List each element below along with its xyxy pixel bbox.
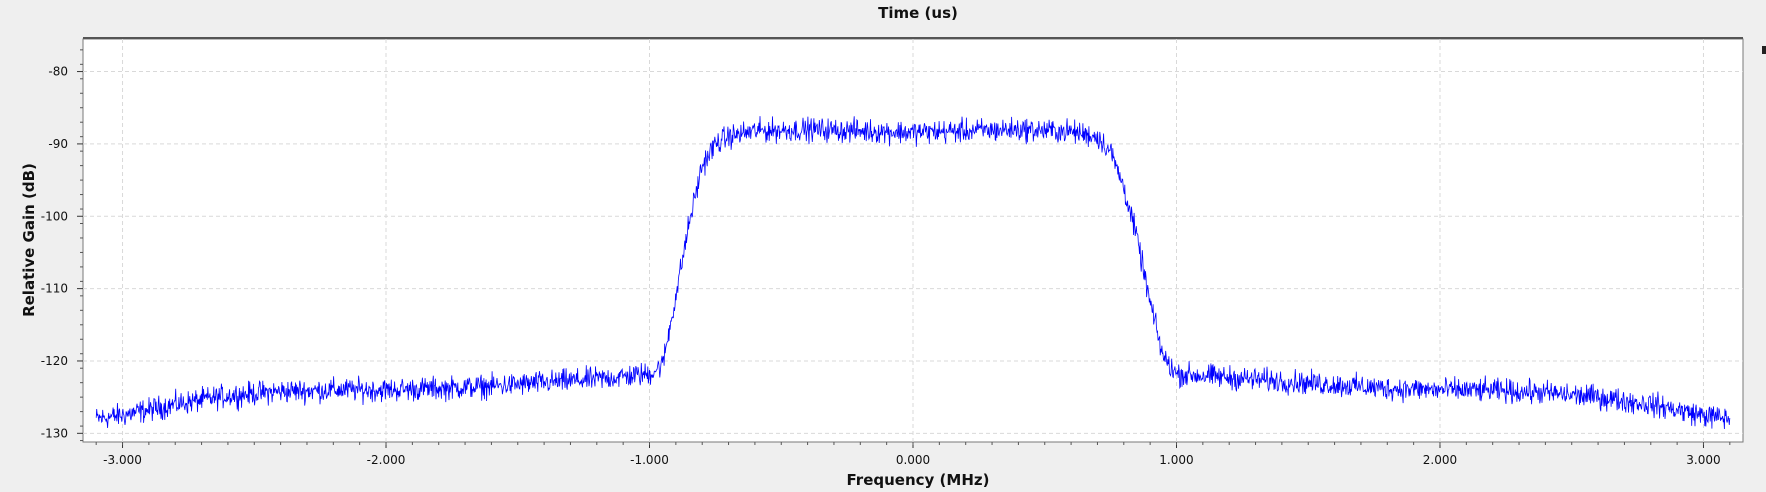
plot-area bbox=[82, 38, 1744, 443]
spectrum-series-line bbox=[95, 116, 1731, 430]
x-tick-label: -3.000 bbox=[103, 453, 142, 467]
x-axis-label: Frequency (MHz) bbox=[847, 471, 990, 489]
x-tick-label: -2.000 bbox=[367, 453, 406, 467]
chart-title: Time (us) bbox=[878, 4, 958, 22]
corner-marker bbox=[1762, 46, 1766, 54]
series-layer bbox=[95, 116, 1731, 430]
grid-layer bbox=[83, 39, 1743, 442]
x-tick-label: 1.000 bbox=[1159, 453, 1193, 467]
y-tick-label: -120 bbox=[41, 354, 68, 368]
y-tick-label: -130 bbox=[41, 426, 68, 440]
axis-layer: -3.000 -2.000 -1.000 0.000 1.000 2.000 3.000 -8… bbox=[41, 49, 1731, 467]
y-tick-label: -80 bbox=[48, 65, 68, 79]
y-axis-label: Relative Gain (dB) bbox=[20, 163, 38, 317]
x-tick-label: -1.000 bbox=[630, 453, 669, 467]
x-tick-label: 0.000 bbox=[896, 453, 930, 467]
x-tick-label: 3.000 bbox=[1686, 453, 1720, 467]
y-tick-label: -100 bbox=[41, 209, 68, 223]
y-tick-label: -90 bbox=[48, 137, 68, 151]
x-tick-label: 2.000 bbox=[1423, 453, 1457, 467]
y-tick-label: -110 bbox=[41, 282, 68, 296]
